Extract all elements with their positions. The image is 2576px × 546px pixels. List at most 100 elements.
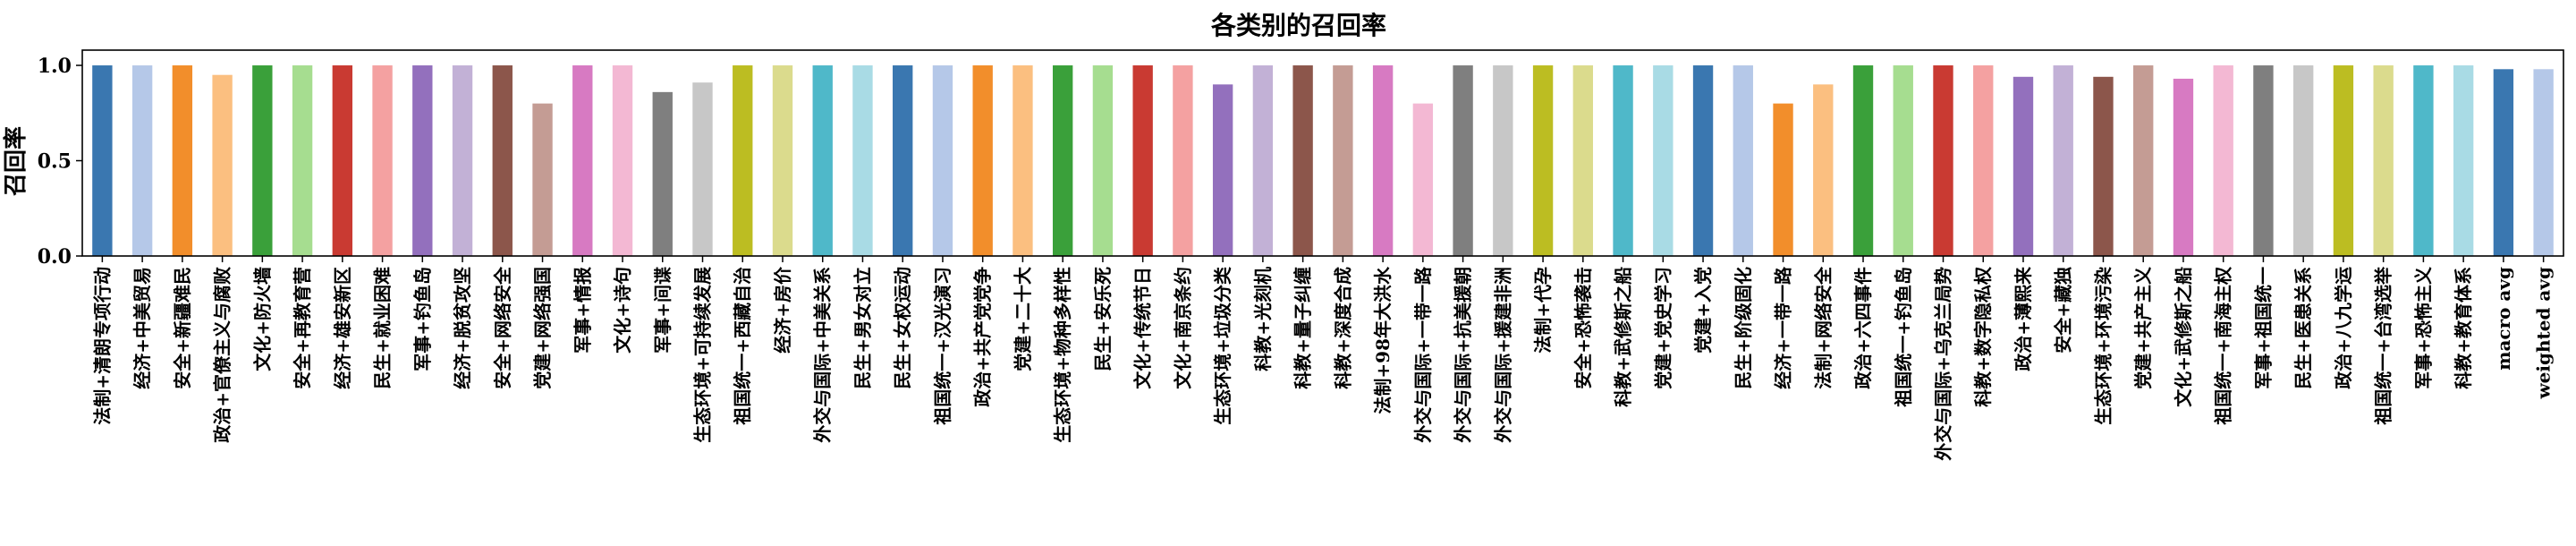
bar [733,65,753,256]
bar [1572,65,1594,256]
x-tick-label: 政治+官僚主义与腐败 [212,267,233,443]
bar [972,65,993,256]
bar [692,82,713,256]
bar [2053,65,2073,256]
x-tick-label: 法制+清朗专项行动 [91,267,113,425]
x-tick-label: 祖国统一+台湾选举 [2373,266,2394,426]
bar [1493,65,1513,256]
x-tick-label: 外交与国际+援建非洲 [1492,267,1513,443]
bar [893,65,913,256]
x-tick-label: 法制+98年大洪水 [1372,266,1394,414]
x-tick-label: 民生+男女对立 [852,267,873,389]
bar [2413,65,2434,256]
bar [1372,65,1394,256]
x-tick-label: 安全+藏独 [2053,267,2074,354]
bar [2012,76,2034,256]
bar [412,65,433,256]
bar [92,65,113,256]
x-tick-label: 民生+就业困难 [372,267,394,389]
bar [212,74,233,256]
x-tick-label: 祖国统一+西藏自治 [732,267,753,426]
x-tick-label: 安全+再教育营 [292,267,313,389]
x-tick-label: 政治+薄熙来 [2012,266,2034,371]
x-tick-label: macro avg [2493,267,2514,371]
x-tick-label: 经济+雄安新区 [332,267,353,389]
bar [452,65,473,256]
bar [2373,65,2394,256]
x-tick-label: 法制+代孕 [1532,267,1554,354]
bar [2292,65,2314,256]
x-tick-label: 安全+网络安全 [492,266,513,389]
x-tick-label: 文化+传统节日 [1132,267,1154,389]
x-tick-label: 经济+房价 [772,266,793,354]
x-tick-label: 祖国统一+钓鱼岛 [1893,267,1914,408]
x-tick-label: 民生+安乐死 [1092,267,1114,371]
bar [2173,78,2194,256]
plot-area: 0.0 0.5 1.0 法制+清朗专项行动 经济+中美贸易 安全+新疆难民 政治+官僚主义与… [38,49,2564,461]
x-tick-label: 科教+量子纠缠 [1292,267,1314,389]
bar [1292,65,1313,256]
x-tick-label: 外交与国际+抗美援朝 [1453,267,1474,443]
x-tick-label: 文化+武修斯之船 [2173,267,2194,407]
x-tick-label: 经济+中美贸易 [131,267,153,389]
bar [1412,103,1434,256]
y-axis-label: 召回率 [2,126,30,196]
x-tick-label: 生态环境+可持续发展 [692,267,714,443]
y-tick-label: 0.0 [38,245,72,269]
x-tick-label: 经济+脱贫攻坚 [452,267,473,389]
x-tick-label: 生态环境+环境污染 [2092,266,2114,425]
x-tick-label: 党建+党史学习 [1652,267,1674,389]
bar [572,65,593,256]
bar [1733,65,1753,256]
bar [1893,65,1913,256]
x-tick-label: 外交与国际+一带一路 [1412,266,1434,443]
x-tick-label: 科教+数字隐私权 [1972,266,1994,407]
bar [2213,65,2233,256]
bar [1453,65,1473,256]
bar [1212,84,1233,256]
x-tick-label: 党建+二十大 [1012,267,1033,371]
bar [772,65,793,256]
bar [131,65,153,256]
bar [1933,65,1953,256]
bar [2133,65,2154,256]
bar [2533,69,2554,256]
plot-frame [81,49,2564,257]
x-tick-label: 民生+女权运动 [892,267,913,389]
x-tick-label: 党建+入党 [1692,267,1714,354]
bar [172,65,193,256]
bar [292,65,313,256]
bar [1613,65,1633,256]
bar [332,65,353,256]
bar [252,65,273,256]
x-tick-label: 科教+光刻机 [1252,267,1274,371]
x-tick-label: 文化+南京条约 [1172,267,1193,389]
x-tick-label: 民生+阶级固化 [1733,267,1754,389]
bar [2253,65,2274,256]
x-tick-label: 科教+教育体系 [2453,267,2474,389]
y-tick-label: 1.0 [38,55,72,78]
bar [612,65,633,256]
x-tick-label: 军事+恐怖主义 [2412,267,2434,389]
bar [2493,69,2514,256]
x-tick-label: 科教+武修斯之船 [1613,267,1634,407]
bar [1092,65,1114,256]
bar [2333,65,2354,256]
bar [1973,65,1994,256]
x-tick-label: 政治+六四事件 [1852,267,1874,389]
x-tick-label: 祖国统一+汉光演习 [932,267,953,426]
x-tick-label: 政治+共产党党争 [972,267,994,407]
bar [1013,65,1033,256]
bar [2453,65,2474,256]
x-tick-label: 文化+防火墙 [251,267,273,371]
x-tick-label: weighted avg [2533,267,2555,400]
x-tick-label: 党建+网络强国 [532,267,554,389]
bar [1532,65,1554,256]
x-tick-label: 安全+新疆难民 [172,267,193,389]
bar [812,65,833,256]
x-tick-label: 科教+深度合成 [1332,267,1353,389]
x-tick-label: 安全+恐怖袭击 [1572,267,1594,389]
x-tick-label: 党建+共产主义 [2132,267,2154,389]
